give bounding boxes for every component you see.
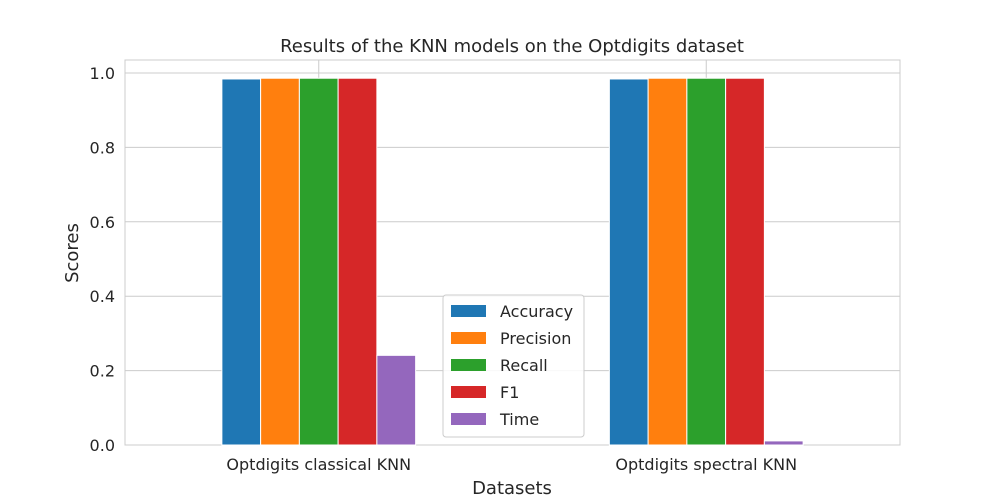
x-tick-label: Optdigits spectral KNN	[615, 455, 797, 474]
legend-label-precision: Precision	[500, 329, 571, 348]
y-tick-label: 0.0	[90, 436, 115, 455]
legend-swatch-f1	[451, 386, 486, 398]
bar-recall-0	[298, 77, 339, 446]
bar-precision-1	[647, 77, 688, 446]
legend-label-f1: F1	[500, 383, 519, 402]
bar-time-0	[376, 354, 417, 446]
y-tick-label: 0.4	[90, 287, 115, 306]
x-tick-label: Optdigits classical KNN	[226, 455, 411, 474]
legend-box	[442, 294, 585, 438]
y-tick-label: 0.2	[90, 362, 115, 381]
y-axis-ticks: 0.0 0.2 0.4 0.6 0.8 1.0	[90, 64, 115, 455]
legend-swatch-accuracy	[451, 305, 486, 317]
legend-swatch-precision	[451, 332, 486, 344]
y-axis-label: Scores	[62, 223, 83, 283]
bar-recall-1	[686, 77, 727, 446]
bars	[221, 77, 804, 446]
legend: Accuracy Precision Recall F1 Time	[442, 294, 585, 438]
x-axis-ticks: Optdigits classical KNN Optdigits spectra…	[226, 455, 797, 474]
legend-label-time: Time	[499, 410, 539, 429]
y-tick-label: 0.6	[90, 213, 115, 232]
bar-accuracy-0	[221, 78, 262, 446]
bar-f1-0	[337, 77, 378, 446]
chart-title: Results of the KNN models on the Optdigi…	[280, 36, 744, 57]
legend-label-recall: Recall	[500, 356, 548, 375]
y-tick-label: 0.8	[90, 138, 115, 157]
y-tick-label: 1.0	[90, 64, 115, 83]
bar-precision-0	[260, 77, 300, 446]
bar-f1-1	[725, 77, 765, 446]
bar-accuracy-1	[608, 78, 649, 446]
legend-swatch-recall	[451, 359, 486, 371]
legend-label-accuracy: Accuracy	[500, 302, 573, 321]
bar-time-1	[763, 440, 804, 446]
legend-swatch-time	[451, 413, 486, 425]
x-axis-label: Datasets	[472, 478, 552, 499]
